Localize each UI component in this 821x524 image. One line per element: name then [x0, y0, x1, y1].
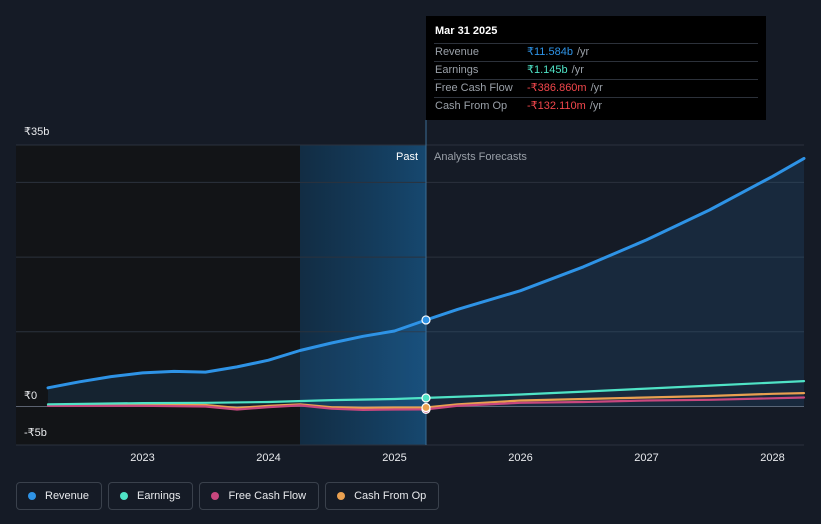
y-tick-label: ₹35b — [24, 126, 49, 138]
tooltip-row: Revenue ₹11.584b/yr — [434, 43, 758, 61]
tooltip-row: Free Cash Flow -₹386.860m/yr — [434, 79, 758, 97]
forecast-label: Analysts Forecasts — [434, 151, 527, 163]
legend-label: Revenue — [45, 490, 90, 502]
tooltip-unit: /yr — [576, 46, 590, 58]
earnings-marker — [421, 393, 431, 403]
tooltip-series-value: -₹132.110m — [527, 100, 586, 112]
legend-label: Cash From Op — [354, 490, 427, 502]
legend-dot-icon — [337, 492, 346, 500]
legend-item-revenue[interactable]: Revenue — [16, 482, 103, 510]
tooltip-date: Mar 31 2025 — [435, 25, 498, 37]
revenue-area — [48, 158, 804, 407]
tooltip-series-name: Revenue — [435, 46, 480, 58]
tooltip-unit: /yr — [590, 82, 603, 94]
legend-dot-icon — [120, 492, 129, 500]
x-tick-label: 2025 — [382, 452, 406, 464]
legend-label: Free Cash Flow — [228, 490, 307, 502]
tooltip-row: Cash From Op -₹132.110m/yr — [434, 97, 758, 115]
chart-areas — [48, 158, 804, 407]
x-tick-label: 2023 — [130, 452, 154, 464]
cash-from-op-line — [46, 392, 806, 410]
past-region — [300, 145, 426, 445]
chart-legend: Revenue Earnings Free Cash Flow Cash From O… — [16, 482, 440, 510]
legend-label: Earnings — [137, 490, 181, 502]
x-tick-label: 2026 — [508, 452, 532, 464]
revenue-marker — [421, 315, 431, 325]
tooltip-unit: /yr — [589, 100, 603, 112]
legend-item-free-cash-flow[interactable]: Free Cash Flow — [199, 482, 320, 510]
cash-from-op-marker — [421, 402, 431, 413]
tooltip-series-name: Free Cash Flow — [435, 82, 513, 94]
tooltip-series-value: -₹386.860m — [527, 82, 587, 94]
tooltip-series-value: ₹1.145b — [527, 64, 568, 76]
legend-dot-icon — [211, 492, 220, 500]
tooltip-rows: Revenue ₹11.584b/yr Earnings ₹1.145b/yr Free… — [434, 43, 758, 115]
tooltip-series-value: ₹11.584b — [527, 46, 573, 58]
tooltip-unit: /yr — [571, 64, 584, 76]
tooltip-series-name: Cash From Op — [435, 100, 508, 112]
y-tick-label: ₹0 — [24, 390, 37, 402]
chart-markers — [421, 315, 431, 414]
legend-item-earnings[interactable]: Earnings — [108, 482, 194, 510]
past-label: Past — [396, 151, 418, 163]
x-tick-label: 2027 — [634, 452, 658, 464]
tooltip-series-name: Earnings — [435, 64, 479, 76]
legend-item-cash-from-op[interactable]: Cash From Op — [325, 482, 440, 510]
history-region — [16, 145, 300, 445]
x-tick-label: 2024 — [256, 452, 280, 464]
tooltip-row: Earnings ₹1.145b/yr — [434, 61, 758, 79]
revenue-line — [46, 156, 806, 390]
x-tick-label: 2028 — [760, 452, 784, 464]
hover-tooltip: Mar 31 2025 Revenue ₹11.584b/yr Earnings ₹1… — [426, 16, 766, 120]
free-cash-flow-line — [46, 396, 806, 411]
legend-dot-icon — [28, 492, 36, 500]
chart-axes: ₹35b ₹0 -₹5b 2023 2024 2025 2026 2027 2028 Past An… — [24, 126, 785, 464]
chart-background — [16, 145, 426, 445]
y-tick-label: -₹5b — [24, 427, 47, 439]
